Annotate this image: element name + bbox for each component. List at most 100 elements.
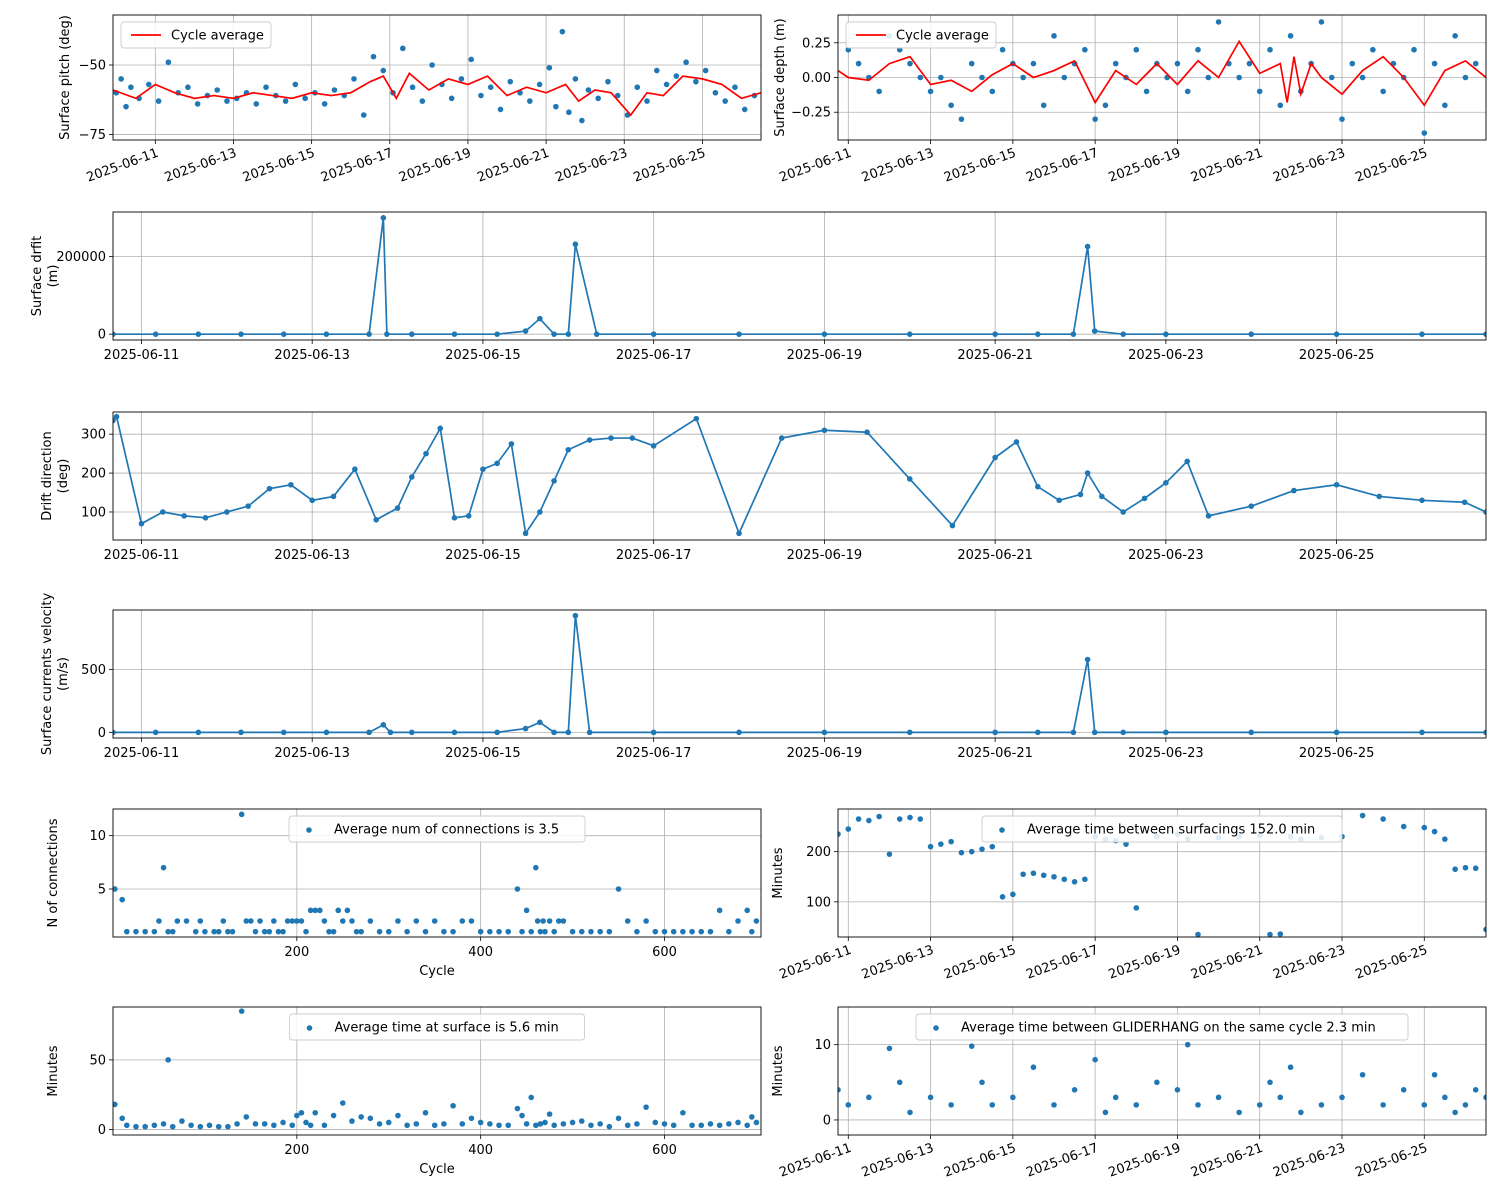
data-point (1013, 439, 1020, 445)
x-tick-label: 2025-06-13 (860, 146, 936, 186)
data-point (606, 1123, 613, 1130)
data-point (917, 816, 924, 822)
data-point (907, 60, 913, 67)
x-tick-label: 2025-06-21 (1189, 146, 1265, 186)
data-point (907, 1109, 913, 1116)
data-point (505, 1122, 512, 1129)
data-point (312, 907, 319, 914)
axes-frame (837, 1006, 1487, 1136)
data-point (736, 729, 742, 736)
x-tick-label: 200 (284, 945, 309, 960)
data-point (536, 81, 543, 88)
data-point (735, 1119, 741, 1126)
data-point (194, 101, 201, 107)
y-axis-label: Surface drfit(m) (30, 236, 61, 317)
data-point (670, 1122, 677, 1129)
y-tick-label: −75 (79, 128, 106, 143)
x-tick-label: 2025-06-21 (957, 548, 1033, 563)
data-point (572, 76, 579, 82)
data-point (263, 84, 269, 91)
legend: Cycle average (845, 21, 997, 49)
y-tick-label: 0 (823, 1113, 831, 1128)
data-point (896, 816, 903, 822)
legend-box (120, 21, 272, 49)
data-point (211, 928, 217, 935)
data-point (160, 1121, 167, 1127)
data-point (451, 331, 458, 337)
data-point (451, 515, 458, 521)
legend: Cycle average (120, 21, 272, 49)
data-point (716, 907, 723, 914)
data-point (1051, 33, 1057, 39)
data-point (152, 331, 159, 337)
data-point (1133, 1102, 1140, 1108)
data-point (266, 485, 273, 492)
data-point (1462, 74, 1469, 81)
data-point (197, 918, 204, 924)
data-point (979, 74, 985, 81)
data-point (670, 928, 677, 935)
data-point (1035, 729, 1041, 736)
data-point (917, 74, 924, 81)
legend-dot-marker (999, 827, 1005, 833)
x-tick-label: 2025-06-13 (163, 146, 239, 186)
data-point (294, 918, 300, 924)
data-point (370, 53, 377, 60)
data-point (652, 1119, 659, 1126)
data-point (1431, 828, 1438, 835)
data-point (722, 98, 728, 104)
data-point (1483, 1094, 1486, 1101)
data-point (650, 443, 657, 449)
data-point (507, 78, 514, 85)
y-tick-label: 100 (806, 895, 831, 910)
plot-area (838, 19, 1486, 136)
data-point (1020, 74, 1026, 81)
data-point (165, 928, 171, 935)
data-point (309, 497, 315, 504)
data-point (1040, 102, 1047, 109)
data-point (174, 918, 181, 924)
data-point (1056, 497, 1062, 504)
data-point (542, 928, 548, 935)
axes-frame (112, 411, 1487, 541)
x-tick-label: 2025-06-19 (787, 348, 863, 363)
data-point (468, 1115, 475, 1122)
data-point (1184, 458, 1191, 465)
data-point (1092, 116, 1098, 122)
data-point (546, 918, 553, 924)
data-point (225, 1123, 231, 1130)
y-tick-label: 500 (81, 663, 106, 678)
data-point (302, 95, 308, 102)
data-point (380, 722, 387, 728)
data-point (344, 907, 351, 914)
x-tick-label: 2025-06-17 (1024, 1141, 1100, 1181)
data-point (1163, 480, 1169, 486)
data-point (1010, 1094, 1016, 1101)
data-point (1400, 823, 1407, 830)
data-point (238, 729, 244, 736)
data-point (1030, 1064, 1037, 1071)
data-point (906, 331, 913, 337)
data-point (542, 1119, 548, 1126)
y-tick-label: 10 (814, 1038, 831, 1053)
data-point (569, 928, 576, 935)
data-point (597, 928, 603, 935)
data-point (629, 435, 636, 441)
x-tick-label: 2025-06-13 (860, 1141, 936, 1181)
cycle-average-line (113, 71, 761, 117)
data-point (1318, 1102, 1325, 1108)
x-tick-label: 2025-06-19 (1107, 1141, 1183, 1181)
chart-drift: 2025-06-11 2025-06-13 2025-06-15 2025-06-17… (30, 211, 1487, 363)
data-point (565, 331, 572, 337)
data-point (422, 928, 429, 935)
data-point (1123, 841, 1129, 847)
data-point (1195, 931, 1201, 937)
data-point (1102, 102, 1109, 109)
chart-pitch: 2025-06-11 2025-06-13 2025-06-15 2025-06-17… (58, 14, 762, 186)
chart-velocity: 2025-06-11 2025-06-13 2025-06-15 2025-06-17… (40, 593, 1487, 761)
data-point (408, 729, 415, 736)
x-tick-label: 2025-06-17 (616, 746, 692, 761)
data-point (726, 1121, 732, 1127)
y-axis-label: Surface pitch (deg) (58, 15, 73, 140)
data-point (1205, 513, 1212, 519)
